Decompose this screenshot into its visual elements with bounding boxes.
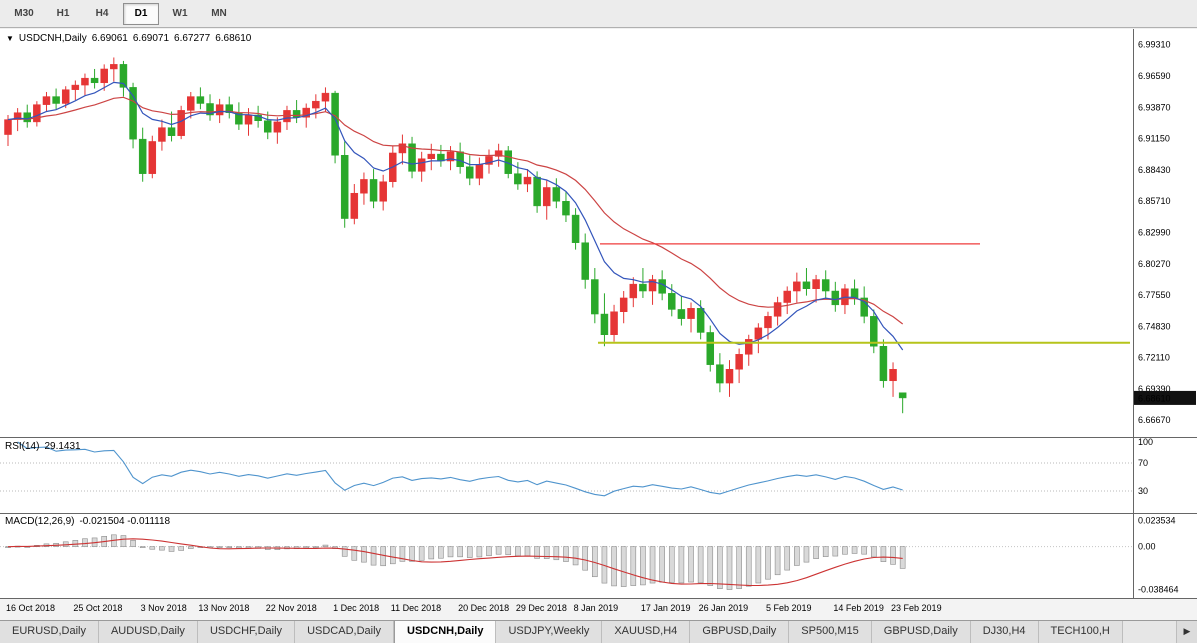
chart-tabs-strip: EURUSD,Daily AUDUSD,Daily USDCHF,Daily U… — [0, 621, 1176, 643]
svg-text:11 Dec 2018: 11 Dec 2018 — [391, 603, 441, 613]
panel-separators — [0, 29, 1197, 599]
svg-text:6.96590: 6.96590 — [1138, 71, 1171, 81]
period-button-w1[interactable]: W1 — [172, 7, 188, 19]
svg-text:6.93870: 6.93870 — [1138, 102, 1171, 112]
svg-text:20 Dec 2018: 20 Dec 2018 — [458, 603, 509, 613]
tab-usdcnh-daily[interactable]: USDCNH,Daily — [394, 621, 497, 643]
svg-text:6.88430: 6.88430 — [1138, 165, 1171, 175]
tab-audusd-daily[interactable]: AUDUSD,Daily — [98, 621, 198, 643]
period-button-d1[interactable]: D1 — [123, 2, 159, 25]
svg-text:6.68610: 6.68610 — [1138, 393, 1171, 403]
svg-text:6.69390: 6.69390 — [1138, 384, 1171, 394]
period-button-h1[interactable]: H1 — [56, 7, 70, 19]
svg-text:6.82990: 6.82990 — [1138, 227, 1171, 237]
svg-text:6.72110: 6.72110 — [1138, 353, 1170, 363]
svg-text:3 Nov 2018: 3 Nov 2018 — [141, 603, 187, 613]
hline-objects-layer[interactable] — [598, 243, 1130, 344]
svg-text:70: 70 — [1138, 458, 1148, 468]
ohlc-high: 6.69071 — [132, 33, 170, 44]
svg-text:6.74830: 6.74830 — [1138, 321, 1171, 331]
macd-values: -0.021504 -0.011118 — [79, 516, 171, 527]
svg-text:25 Oct 2018: 25 Oct 2018 — [73, 603, 122, 613]
svg-text:6.85710: 6.85710 — [1138, 196, 1171, 206]
chart-background — [0, 29, 1197, 620]
svg-text:6.66670: 6.66670 — [1138, 415, 1171, 425]
svg-text:0.023534: 0.023534 — [1138, 515, 1176, 525]
ohlc-close: 6.68610 — [215, 33, 252, 44]
tab-usdjpy-weekly[interactable]: USDJPY,Weekly — [496, 621, 603, 643]
tab-gbpusd-daily[interactable]: GBPUSD,Daily — [690, 621, 790, 643]
tab-gbpusd-daily-2[interactable]: GBPUSD,Daily — [871, 621, 971, 643]
time-axis[interactable]: 16 Oct 2018 25 Oct 2018 3 Nov 2018 13 Nov 2… — [6, 603, 942, 613]
macd-panel: 0.023534 0.00 -0.038464 — [0, 515, 1179, 595]
ohlc-low: 6.67277 — [174, 33, 211, 44]
tab-xauusd-h4[interactable]: XAUUSD,H4 — [602, 621, 691, 643]
svg-text:-0.038464: -0.038464 — [1138, 585, 1179, 595]
svg-text:30: 30 — [1138, 486, 1148, 496]
rsi-name: RSI(14) — [5, 441, 40, 452]
rsi-value: 29.1431 — [44, 441, 81, 452]
rsi-indicator-label: RSI(14) 29.1431 — [5, 441, 86, 452]
ohlc-open: 6.69061 — [91, 33, 128, 44]
chart-tabs-bar: EURUSD,Daily AUDUSD,Daily USDCHF,Daily U… — [0, 620, 1197, 643]
svg-text:14 Feb 2019: 14 Feb 2019 — [833, 603, 884, 613]
moving-averages-layer — [7, 81, 904, 351]
macd-name: MACD(12,26,9) — [5, 516, 75, 527]
svg-text:17 Jan 2019: 17 Jan 2019 — [641, 603, 691, 613]
tab-eurusd-daily[interactable]: EURUSD,Daily — [0, 621, 99, 643]
svg-text:6.80270: 6.80270 — [1138, 259, 1171, 269]
svg-text:100: 100 — [1138, 437, 1153, 447]
tab-tech100[interactable]: TECH100,H — [1038, 621, 1123, 643]
tab-usdchf-daily[interactable]: USDCHF,Daily — [197, 621, 296, 643]
chart-area[interactable]: 6.99310 6.96590 6.93870 6.91150 6.88430 6.857… — [0, 29, 1197, 620]
period-button-mn[interactable]: MN — [211, 7, 227, 19]
price-axis[interactable]: 6.99310 6.96590 6.93870 6.91150 6.88430 6.857… — [1138, 40, 1171, 426]
svg-text:16 Oct 2018: 16 Oct 2018 — [6, 603, 55, 613]
chart-canvas[interactable]: 6.99310 6.96590 6.93870 6.91150 6.88430 6.857… — [0, 29, 1197, 620]
svg-text:6.77550: 6.77550 — [1138, 290, 1171, 300]
tab-dj30-h4[interactable]: DJ30,H4 — [970, 621, 1039, 643]
chart-symbol-label: USDCNH,Daily — [18, 33, 87, 44]
candles-layer — [4, 57, 907, 414]
tab-sp500-m15[interactable]: SP500,M15 — [789, 621, 872, 643]
svg-text:22 Nov 2018: 22 Nov 2018 — [266, 603, 317, 613]
svg-text:23 Feb 2019: 23 Feb 2019 — [891, 603, 942, 613]
svg-text:26 Jan 2019: 26 Jan 2019 — [699, 603, 749, 613]
period-button-m30[interactable]: M30 — [14, 7, 34, 19]
current-price-tag: 6.68610 — [1134, 390, 1196, 405]
svg-text:5 Feb 2019: 5 Feb 2019 — [766, 603, 812, 613]
rsi-panel: 100 70 30 — [0, 437, 1153, 497]
tab-usdcad-daily[interactable]: USDCAD,Daily — [295, 621, 395, 643]
svg-text:1 Dec 2018: 1 Dec 2018 — [333, 603, 379, 613]
macd-indicator-label: MACD(12,26,9) -0.021504 -0.011118 — [5, 516, 175, 527]
svg-text:6.99310: 6.99310 — [1138, 40, 1171, 50]
chart-ohlc-header: ▼ USDCNH,Daily 6.69061 6.69071 6.67277 6.6861… — [6, 33, 256, 44]
svg-text:0.00: 0.00 — [1138, 542, 1156, 552]
svg-text:13 Nov 2018: 13 Nov 2018 — [198, 603, 249, 613]
svg-text:8 Jan 2019: 8 Jan 2019 — [574, 603, 619, 613]
svg-text:6.91150: 6.91150 — [1138, 134, 1170, 144]
timeframe-toolbar: M30 H1 H4 D1 W1 MN — [0, 0, 1197, 28]
collapse-arrow-icon[interactable]: ▼ — [6, 34, 14, 43]
period-button-h4[interactable]: H4 — [95, 7, 109, 19]
svg-text:29 Dec 2018: 29 Dec 2018 — [516, 603, 567, 613]
tabs-scroll-right-button[interactable]: ▶ — [1176, 621, 1197, 643]
